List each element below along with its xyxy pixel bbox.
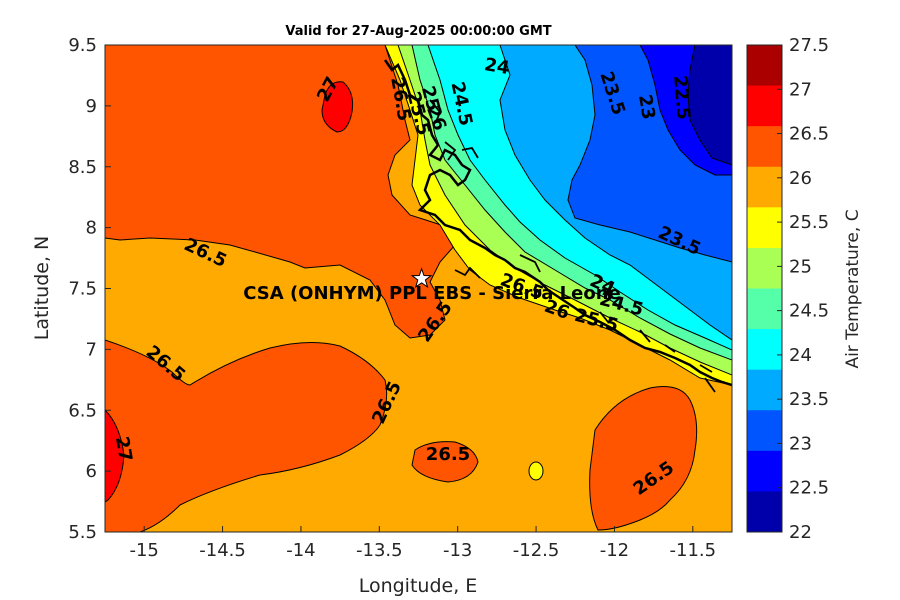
colorbar-segment <box>747 85 782 127</box>
colorbar-tick-label: 27 <box>789 79 812 100</box>
band-26-5-west <box>105 339 388 532</box>
colorbar-segment <box>747 369 782 411</box>
colorbar-segment <box>747 247 782 289</box>
colorbar-segment <box>747 126 782 168</box>
y-axis-label: Latitude, N <box>31 236 53 341</box>
colorbar-tick-label: 23 <box>789 433 812 454</box>
band-26-5-central <box>411 441 479 483</box>
x-tick-label: -14 <box>286 540 315 561</box>
x-tick-label: -13.5 <box>356 540 403 561</box>
contour-field <box>105 45 732 532</box>
contour-label: 27 <box>111 435 136 463</box>
band-26-5-southeast <box>589 386 698 531</box>
star-icon <box>410 267 433 289</box>
x-tick-label: -13 <box>443 540 472 561</box>
y-tick-label: 6 <box>86 461 97 482</box>
contour-label: 24 <box>483 54 511 79</box>
band-26-5-dot <box>528 461 544 481</box>
y-tick-label: 5.5 <box>68 522 97 543</box>
colorbar-tick-label: 26.5 <box>789 124 829 145</box>
colorbar-tick-label: 27.5 <box>789 35 829 56</box>
colorbar-label: Air Temperature, C <box>843 209 863 368</box>
band-22 <box>687 45 732 166</box>
contour-label: 26.5 <box>426 444 470 465</box>
y-tick-label: 6.5 <box>68 400 97 421</box>
band-26-5-northwest <box>105 45 456 339</box>
x-tick-label: -15 <box>129 540 158 561</box>
colorbar-segment <box>747 450 782 492</box>
contour-label: 23 <box>634 93 659 121</box>
band-27-pocket-north <box>321 81 354 133</box>
colorbar-segment <box>747 491 782 533</box>
colorbar-tick-label: 25.5 <box>789 212 829 233</box>
colorbar-tick-label: 26 <box>789 168 812 189</box>
colorbar-frame <box>746 44 783 533</box>
colorbar-segment <box>747 410 782 452</box>
coastline-detail <box>429 99 716 393</box>
x-tick-label: -12.5 <box>513 540 560 561</box>
colorbar-tick-label: 22.5 <box>789 478 829 499</box>
coastline <box>383 59 732 387</box>
y-tick-label: 8.5 <box>68 157 97 178</box>
colorbar-segment <box>747 288 782 330</box>
colorbar-segment <box>747 45 782 87</box>
band-27-west <box>105 409 125 503</box>
x-tick-label: -11.5 <box>670 540 717 561</box>
x-tick-label: -14.5 <box>199 540 246 561</box>
colorbar-tick-label: 22 <box>789 522 812 543</box>
y-tick-label: 9.5 <box>68 35 97 56</box>
colorbar-tick-label: 24 <box>789 345 812 366</box>
site-label: CSA (ONHYM) PPL EBS - Sierra Leone <box>243 283 620 304</box>
map-title: Valid for 27-Aug-2025 00:00:00 GMT <box>285 24 552 39</box>
colorbar: 27.5 27 26.5 26 25.5 25 24.5 24 23.5 23 22.5 22 <box>746 35 829 543</box>
colorbar-segment <box>747 166 782 208</box>
colorbar-tick-label: 24.5 <box>789 301 829 322</box>
y-axis: 9.5 9 8.5 8 7.5 7 6.5 6 5.5 <box>68 35 111 543</box>
x-axis-label: Longitude, E <box>359 575 478 597</box>
colorbar-tick-label: 25 <box>789 256 812 277</box>
colorbar-segment <box>747 207 782 249</box>
x-tick-label: -12 <box>600 540 629 561</box>
colorbar-segment <box>747 329 782 371</box>
y-tick-label: 7 <box>86 339 97 360</box>
colorbar-tick-label: 23.5 <box>789 389 829 410</box>
y-tick-label: 9 <box>86 96 97 117</box>
y-tick-label: 8 <box>86 218 97 239</box>
y-tick-label: 7.5 <box>68 279 97 300</box>
contour-label: 22.5 <box>669 74 694 120</box>
x-axis: -15 -14.5 -14 -13.5 -13 -12.5 -12 -11.5 <box>129 526 716 561</box>
